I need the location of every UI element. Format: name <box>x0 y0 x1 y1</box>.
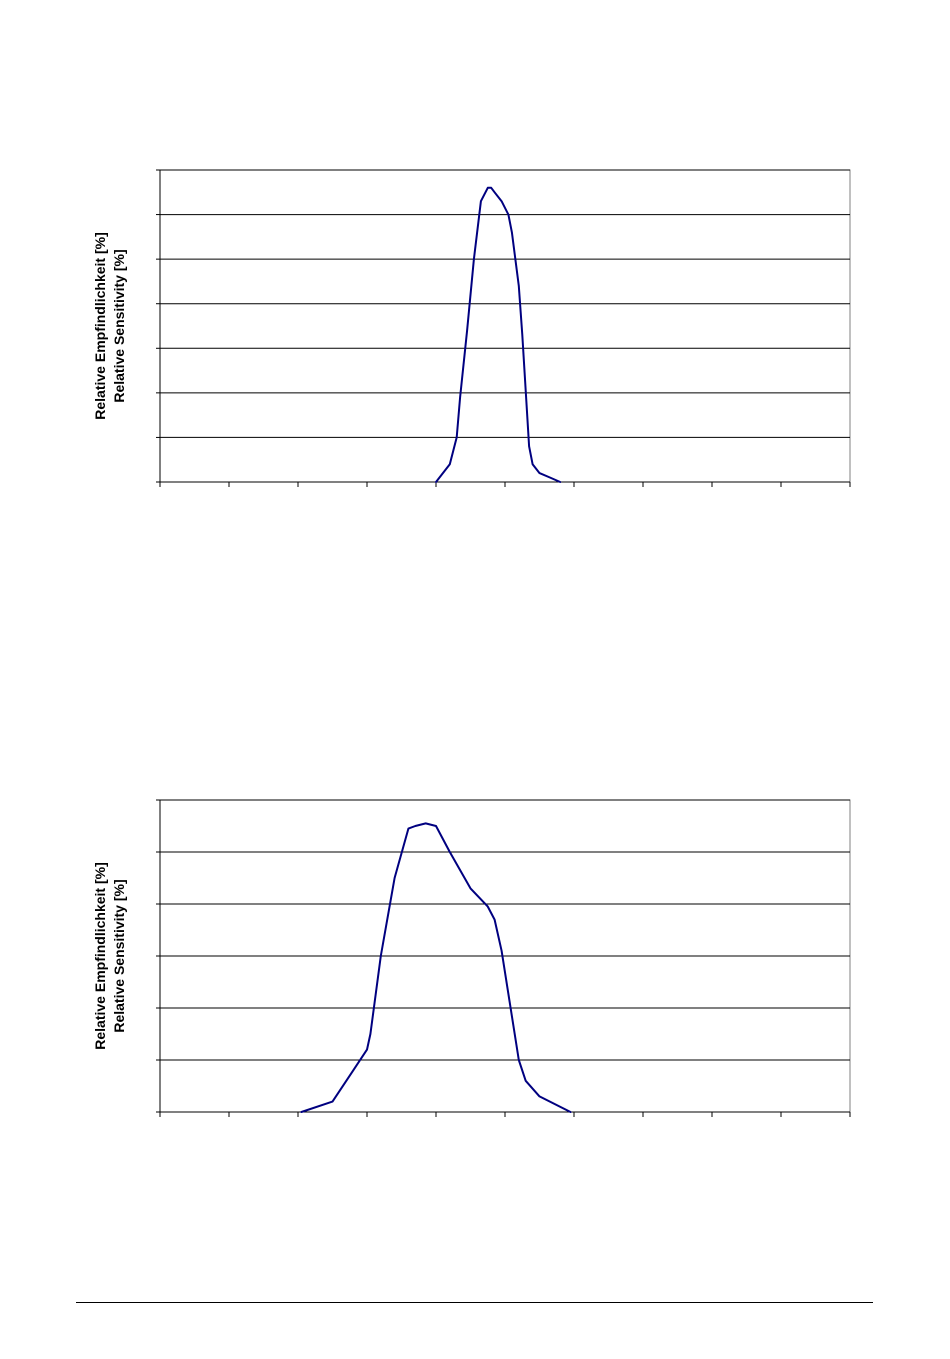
chart-2-plot-area <box>156 799 851 1117</box>
chart-2-ylabel-line1: Relative Empfindlichkeit [%] <box>92 862 108 1049</box>
chart-1-frame <box>159 169 851 483</box>
chart-1-plot-area <box>156 169 851 487</box>
chart-2: Relative Empfindlichkeit [%] Relative Se… <box>92 799 851 1117</box>
chart-1-series-line <box>435 186 562 483</box>
chart-1-ylabel-line2: Relative Sensitivity [%] <box>111 249 127 402</box>
chart-1: Relative Empfindlichkeit [%] Relative Se… <box>92 169 851 487</box>
footer-divider <box>76 1302 873 1303</box>
chart-1-ylabel-line1: Relative Empfindlichkeit [%] <box>92 232 108 419</box>
chart-2-series-line <box>300 822 572 1113</box>
chart-2-ylabel-line2: Relative Sensitivity [%] <box>111 879 127 1032</box>
